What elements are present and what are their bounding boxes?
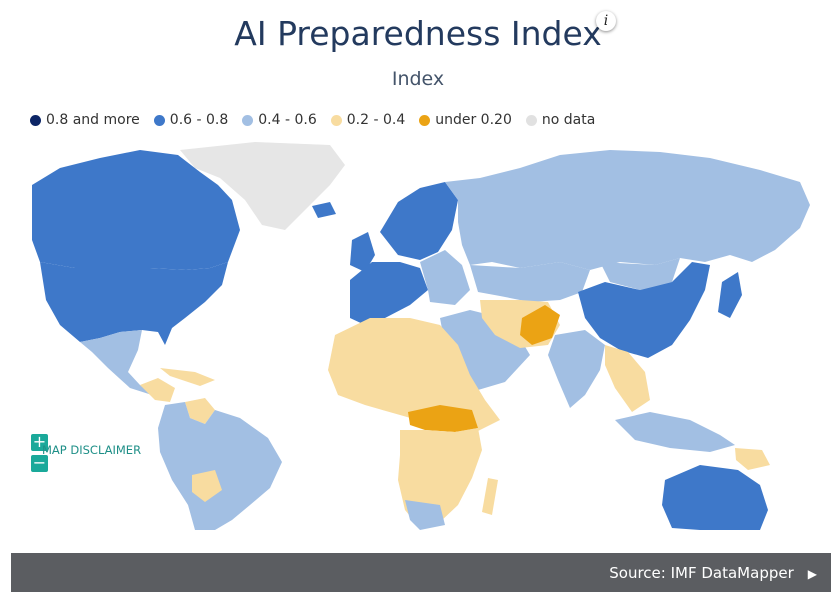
region-iceland[interactable] — [312, 202, 336, 218]
legend-item-0.8-and-more[interactable]: 0.8 and more — [30, 112, 140, 128]
legend-dot-icon — [30, 114, 41, 126]
region-caribbean[interactable] — [160, 368, 215, 386]
region-madagascar[interactable] — [482, 478, 498, 515]
legend-dot-icon — [419, 114, 431, 126]
legend-label: under 0.20 — [435, 112, 512, 128]
world-map[interactable] — [0, 140, 836, 535]
region-venezuela[interactable] — [185, 398, 215, 424]
legend-label: 0.6 - 0.8 — [169, 112, 229, 128]
legend-label: 0.8 and more — [46, 112, 140, 128]
legend-dot-icon — [242, 114, 254, 126]
region-china[interactable] — [578, 262, 710, 358]
legend-dot-icon — [525, 114, 537, 126]
region-australia[interactable] — [662, 465, 768, 530]
region-bolivia[interactable] — [192, 470, 222, 502]
zoom-in-button[interactable]: + — [31, 432, 48, 451]
region-north-africa[interactable] — [328, 318, 500, 435]
legend-item-0.4-0.6[interactable]: 0.4 - 0.6 — [242, 112, 317, 128]
region-usa[interactable] — [40, 262, 228, 345]
footer-bar: Source: IMF DataMapper ▶ — [11, 553, 831, 592]
region-malaysia-indonesia[interactable] — [615, 412, 735, 452]
region-india[interactable] — [548, 330, 605, 408]
region-afghanistan[interactable] — [520, 305, 560, 345]
legend-item-0.2-0.4[interactable]: 0.2 - 0.4 — [330, 112, 406, 128]
legend: 0.8 and more 0.6 - 0.8 0.4 - 0.6 0.2 - 0… — [30, 112, 595, 128]
map-disclaimer-link[interactable]: MAP DISCLAIMER — [42, 443, 142, 457]
region-japan[interactable] — [718, 272, 742, 318]
legend-label: no data — [541, 112, 596, 128]
region-central-asia[interactable] — [470, 262, 590, 302]
region-greenland[interactable] — [180, 142, 345, 230]
region-eastern-europe[interactable] — [420, 250, 470, 305]
region-papua[interactable] — [735, 448, 770, 470]
legend-label: 0.2 - 0.4 — [346, 112, 406, 128]
source-label: Source: IMF DataMapper — [609, 564, 794, 582]
region-russia[interactable] — [445, 150, 810, 270]
region-mexico[interactable] — [80, 330, 152, 395]
legend-item-under-0.20[interactable]: under 0.20 — [419, 112, 512, 128]
region-canada[interactable] — [32, 150, 240, 270]
region-mongolia[interactable] — [600, 258, 680, 290]
region-southern-africa-blue[interactable] — [405, 500, 445, 530]
play-icon: ▶ — [807, 567, 817, 581]
region-central-america[interactable] — [140, 378, 175, 402]
page-title: AI Preparedness Index — [234, 14, 602, 53]
zoom-out-button[interactable]: − — [31, 453, 48, 472]
region-southeast-asia[interactable] — [605, 345, 650, 412]
legend-item-0.6-0.8[interactable]: 0.6 - 0.8 — [153, 112, 229, 128]
legend-dot-icon — [153, 114, 165, 126]
legend-label: 0.4 - 0.6 — [258, 112, 317, 128]
page-subtitle: Index — [391, 68, 445, 90]
region-central-africa-low[interactable] — [408, 405, 478, 432]
info-icon[interactable]: i — [596, 11, 616, 31]
legend-item-no-data[interactable]: no data — [525, 112, 596, 128]
source-link[interactable]: Source: IMF DataMapper ▶ — [609, 564, 817, 582]
region-western-europe[interactable] — [350, 262, 428, 325]
region-uk[interactable] — [350, 232, 375, 272]
legend-dot-icon — [330, 114, 342, 126]
region-south-america[interactable] — [158, 402, 282, 530]
region-scandinavia[interactable] — [380, 182, 458, 260]
